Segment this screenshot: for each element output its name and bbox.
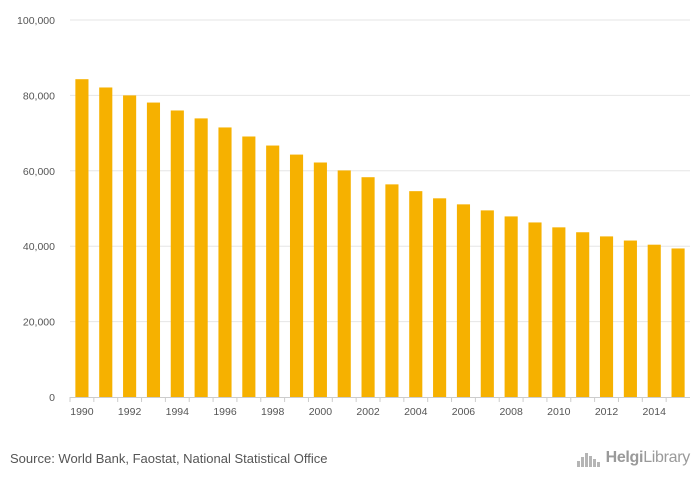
logo-text-prefix: Helgi: [605, 449, 644, 466]
bar-2009[interactable]: [528, 222, 542, 397]
x-tick-label: 1992: [118, 406, 142, 418]
x-tick-label: 1994: [166, 406, 190, 418]
bar-1994[interactable]: [170, 110, 184, 397]
gridlines: [70, 19, 690, 323]
y-tick-label: 60,000: [23, 166, 55, 178]
x-tick-label: 2012: [595, 406, 619, 418]
bar-2002[interactable]: [361, 177, 375, 397]
bars: [75, 79, 685, 398]
bar-1998[interactable]: [266, 145, 280, 397]
bar-2006[interactable]: [456, 204, 471, 397]
logo-text-suffix: Library: [643, 449, 690, 466]
bar-1992[interactable]: [123, 95, 137, 398]
bar-2010[interactable]: [552, 227, 566, 397]
bar-2015[interactable]: [671, 248, 685, 397]
x-tick-label: 2002: [356, 406, 380, 418]
bar-1990[interactable]: [75, 79, 89, 398]
bar-2004[interactable]: [409, 191, 423, 397]
bar-2007[interactable]: [480, 210, 494, 397]
bar-1995[interactable]: [194, 118, 208, 397]
x-tick-label: 2000: [309, 406, 333, 418]
bar-1997[interactable]: [242, 136, 256, 398]
x-tick-label: 2006: [452, 406, 476, 418]
bar-2000[interactable]: [313, 162, 327, 397]
bar-1993[interactable]: [146, 102, 161, 398]
bar-2003[interactable]: [385, 184, 399, 397]
x-axis-ticks: 1990 1992 1994 1996 1998 2000 2002 2004 2006 2008…: [69, 397, 667, 418]
bar-2001[interactable]: [337, 170, 351, 397]
x-tick-label: 2004: [404, 406, 428, 418]
bar-1996[interactable]: [218, 127, 232, 397]
y-tick-label: 40,000: [23, 241, 55, 253]
source-note: Source: World Bank, Faostat, National St…: [10, 451, 328, 466]
y-tick-label: 80,000: [23, 90, 55, 102]
x-tick-label: 1998: [261, 406, 285, 418]
bar-2012[interactable]: [599, 236, 614, 397]
y-tick-label: 0: [49, 392, 55, 404]
bar-2008[interactable]: [504, 216, 518, 397]
bar-2014[interactable]: [647, 244, 661, 397]
x-tick-label: 2010: [547, 406, 571, 418]
x-tick-label: 2014: [643, 406, 667, 418]
helgi-library-logo-icon: [576, 453, 600, 467]
bar-1991[interactable]: [99, 87, 113, 397]
bar-2011[interactable]: [576, 232, 590, 397]
helgi-library-logo[interactable]: HelgiLibrary: [576, 449, 690, 467]
bar-1999[interactable]: [289, 154, 304, 397]
logo-text: HelgiLibrary: [605, 449, 691, 467]
y-tick-label: 100,000: [17, 15, 55, 27]
x-tick-label: 2008: [499, 406, 523, 418]
bar-2005[interactable]: [433, 198, 447, 397]
y-axis-ticks: 0 20,000 40,000 60,000 80,000 100,000: [17, 15, 55, 404]
x-tick-label: 1990: [70, 406, 94, 418]
footer: Source: World Bank, Faostat, National St…: [0, 443, 700, 483]
y-tick-label: 20,000: [23, 317, 55, 329]
x-tick-label: 1996: [213, 406, 237, 418]
bar-2013[interactable]: [623, 240, 637, 397]
